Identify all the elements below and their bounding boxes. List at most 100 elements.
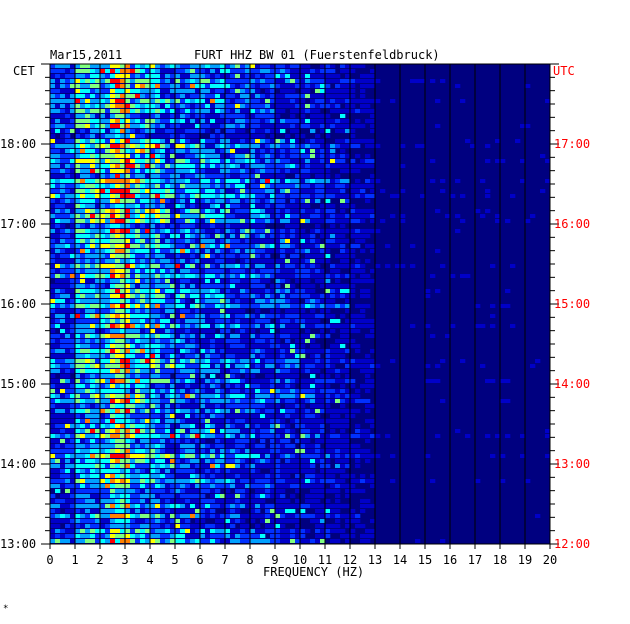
heatmap-cell bbox=[75, 199, 81, 203]
heatmap-cell bbox=[325, 444, 331, 448]
heatmap-cell bbox=[225, 129, 231, 133]
heatmap-cell bbox=[140, 284, 146, 288]
heatmap-cell bbox=[100, 439, 106, 443]
heatmap-cell bbox=[270, 219, 276, 223]
heatmap-cell bbox=[85, 124, 91, 128]
heatmap-cell bbox=[270, 239, 276, 243]
heatmap-cell bbox=[350, 274, 356, 278]
heatmap-cell bbox=[90, 349, 96, 353]
heatmap-cell bbox=[315, 99, 321, 103]
heatmap-cell bbox=[120, 244, 126, 248]
heatmap-cell bbox=[200, 374, 206, 378]
heatmap-cell bbox=[255, 104, 261, 108]
heatmap-cell bbox=[95, 289, 101, 293]
heatmap-cell bbox=[70, 169, 76, 173]
heatmap-cell bbox=[165, 369, 171, 373]
heatmap-cell bbox=[180, 319, 186, 323]
heatmap-cell bbox=[310, 434, 316, 438]
heatmap-cell bbox=[250, 269, 256, 273]
heatmap-cell bbox=[210, 274, 216, 278]
heatmap-cell bbox=[150, 189, 156, 193]
heatmap-cell bbox=[310, 254, 316, 258]
heatmap-cell bbox=[80, 109, 86, 113]
heatmap-cell bbox=[290, 184, 296, 188]
heatmap-cell bbox=[135, 369, 141, 373]
heatmap-cell bbox=[345, 169, 351, 173]
heatmap-cell bbox=[85, 444, 91, 448]
heatmap-cell bbox=[245, 274, 251, 278]
heatmap-cell bbox=[155, 84, 161, 88]
heatmap-cell bbox=[110, 194, 116, 198]
heatmap-cell bbox=[110, 424, 116, 428]
heatmap-cell bbox=[300, 339, 306, 343]
heatmap-cell bbox=[200, 389, 206, 393]
heatmap-cell bbox=[80, 439, 86, 443]
heatmap-cell bbox=[250, 164, 256, 168]
heatmap-cell bbox=[295, 124, 301, 128]
heatmap-cell bbox=[80, 334, 86, 338]
heatmap-cell bbox=[275, 204, 281, 208]
heatmap-cell bbox=[180, 149, 186, 153]
heatmap-cell bbox=[275, 219, 281, 223]
heatmap-cell bbox=[110, 444, 116, 448]
heatmap-cell bbox=[75, 349, 81, 353]
heatmap-cell bbox=[130, 89, 136, 93]
heatmap-cell bbox=[280, 274, 286, 278]
heatmap-cell bbox=[520, 159, 526, 163]
heatmap-cell bbox=[150, 134, 156, 138]
heatmap-cell bbox=[95, 304, 101, 308]
heatmap-cell bbox=[545, 99, 551, 103]
heatmap-cell bbox=[115, 364, 121, 368]
heatmap-cell bbox=[235, 139, 241, 143]
heatmap-cell bbox=[120, 409, 126, 413]
heatmap-cell bbox=[235, 329, 241, 333]
heatmap-cell bbox=[145, 359, 151, 363]
heatmap-cell bbox=[75, 369, 81, 373]
heatmap-cell bbox=[155, 309, 161, 313]
heatmap-cell bbox=[275, 284, 281, 288]
heatmap-cell bbox=[50, 94, 56, 98]
heatmap-cell bbox=[155, 344, 161, 348]
heatmap-cell bbox=[115, 124, 121, 128]
heatmap-cell bbox=[340, 429, 346, 433]
heatmap-cell bbox=[90, 459, 96, 463]
heatmap-cell bbox=[340, 219, 346, 223]
heatmap-cell bbox=[300, 94, 306, 98]
heatmap-cell bbox=[260, 244, 266, 248]
heatmap-cell bbox=[165, 309, 171, 313]
heatmap-cell bbox=[150, 224, 156, 228]
heatmap-cell bbox=[140, 344, 146, 348]
heatmap-cell bbox=[190, 124, 196, 128]
heatmap-cell bbox=[255, 354, 261, 358]
heatmap-cell bbox=[240, 129, 246, 133]
heatmap-cell bbox=[245, 434, 251, 438]
heatmap-cell bbox=[200, 334, 206, 338]
heatmap-cell bbox=[150, 289, 156, 293]
heatmap-cell bbox=[310, 299, 316, 303]
heatmap-cell bbox=[290, 69, 296, 73]
heatmap-cell bbox=[285, 169, 291, 173]
heatmap-cell bbox=[175, 64, 181, 68]
heatmap-cell bbox=[135, 289, 141, 293]
heatmap-cell bbox=[195, 264, 201, 268]
heatmap-cell bbox=[270, 164, 276, 168]
heatmap-cell bbox=[300, 109, 306, 113]
heatmap-cell bbox=[110, 174, 116, 178]
heatmap-cell bbox=[120, 444, 126, 448]
heatmap-cell bbox=[360, 364, 366, 368]
heatmap-cell bbox=[200, 204, 206, 208]
heatmap-cell bbox=[110, 259, 116, 263]
heatmap-cell bbox=[160, 154, 166, 158]
heatmap-cell bbox=[255, 94, 261, 98]
heatmap-cell bbox=[135, 419, 141, 423]
heatmap-cell bbox=[65, 404, 71, 408]
heatmap-cell bbox=[150, 449, 156, 453]
heatmap-cell bbox=[330, 434, 336, 438]
heatmap-cell bbox=[230, 99, 236, 103]
heatmap-cell bbox=[360, 454, 366, 458]
heatmap-cell bbox=[210, 409, 216, 413]
heatmap-cell bbox=[160, 274, 166, 278]
heatmap-cell bbox=[125, 394, 131, 398]
heatmap-cell bbox=[100, 294, 106, 298]
heatmap-cell bbox=[290, 169, 296, 173]
